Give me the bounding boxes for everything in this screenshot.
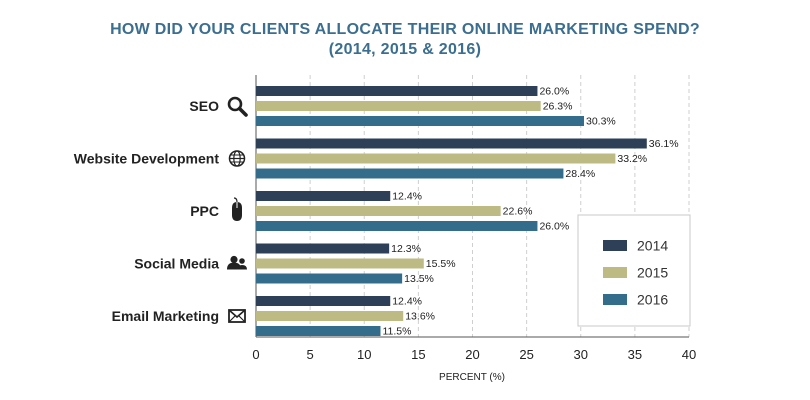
legend-swatch (603, 240, 627, 251)
legend-label: 2016 (637, 292, 668, 308)
data-label: 28.4% (565, 168, 595, 180)
x-tick-label: 40 (682, 347, 696, 362)
x-tick-label: 0 (252, 347, 259, 362)
mouse-icon (232, 197, 242, 221)
legend-label: 2014 (637, 238, 668, 254)
bar (256, 258, 424, 269)
category-label: SEO (189, 98, 219, 114)
data-label: 22.6% (503, 206, 533, 218)
data-label: 12.3% (391, 243, 421, 255)
category-label: Email Marketing (112, 308, 219, 324)
x-tick-labels: 0 5 10 15 20 25 30 35 40 (252, 347, 696, 362)
data-label: 11.5% (382, 326, 411, 338)
bar (256, 273, 403, 284)
chart-subtitle: (2014, 2015 & 2016) (328, 41, 482, 58)
x-axis-label: PERCENT (%) (439, 372, 505, 383)
bar (256, 168, 564, 179)
legend-box (577, 214, 691, 327)
bar (256, 296, 391, 306)
data-label: 12.4% (392, 296, 422, 308)
data-label: 12.4% (392, 191, 422, 203)
category-label: Website Development (74, 151, 220, 167)
data-label: 33.2% (617, 153, 647, 165)
bar (256, 138, 647, 149)
legend-label: 2015 (637, 265, 668, 281)
data-label: 26.3% (543, 101, 573, 113)
bar (256, 326, 381, 336)
bar (256, 153, 616, 164)
data-label: 13.6% (405, 311, 435, 323)
chart-title: HOW DID YOUR CLIENTS ALLOCATE THEIR ONLI… (110, 21, 700, 38)
data-label: 13.5% (404, 273, 434, 285)
x-tick-label: 15 (411, 347, 425, 362)
category-label: Social Media (134, 256, 219, 272)
data-label: 15.5% (426, 258, 456, 270)
bar (256, 191, 391, 201)
bar (256, 311, 404, 321)
legend-swatch (603, 267, 627, 278)
bar (256, 206, 501, 216)
data-label: 26.0% (539, 86, 569, 98)
legend-swatch (603, 294, 627, 305)
x-tick-label: 10 (357, 347, 371, 362)
category-label: PPC (190, 203, 219, 219)
users-icon (227, 255, 247, 270)
bar (256, 116, 584, 126)
category-labels: SEO Website Development PPC Social Media Ema… (74, 98, 220, 324)
bar (256, 221, 538, 231)
data-label: 26.0% (539, 221, 569, 233)
x-tick-label: 35 (628, 347, 642, 362)
magnifier-icon (227, 96, 248, 117)
envelope-icon (228, 309, 246, 323)
x-tick-label: 30 (574, 347, 588, 362)
x-tick-label: 25 (519, 347, 533, 362)
data-label: 30.3% (586, 116, 616, 128)
data-label: 36.1% (649, 138, 679, 150)
x-tick-label: 20 (465, 347, 479, 362)
category-icons (227, 96, 248, 323)
bar (256, 243, 390, 254)
globe-icon (228, 150, 246, 167)
bar (256, 101, 541, 111)
bar (256, 86, 538, 96)
x-tick-label: 5 (307, 347, 314, 362)
legend: 2014 2015 2016 (577, 214, 691, 327)
bars: 26.0% 26.3% 30.3% 36.1%33.2% 28.4% 12.4% 22.6%… (256, 86, 679, 338)
